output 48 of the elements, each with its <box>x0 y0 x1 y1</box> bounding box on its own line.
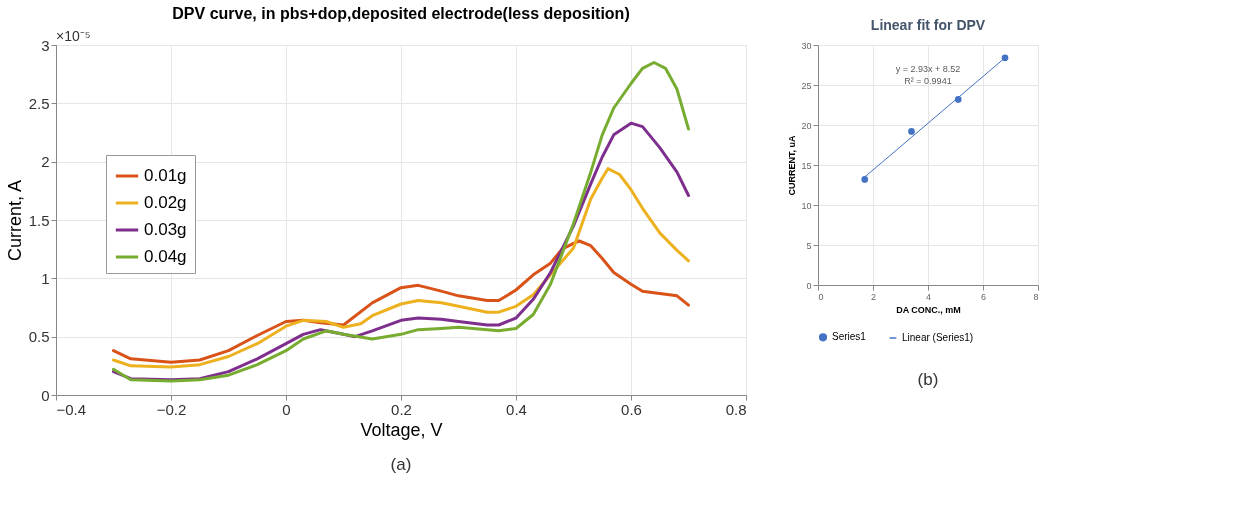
legend-label: 0.03g <box>144 220 187 239</box>
y-tick-label: 2.5 <box>28 94 50 112</box>
point <box>861 176 869 183</box>
x-tick-label: 6 <box>980 291 987 302</box>
x-tick-label: 2 <box>870 291 877 302</box>
y-tick-label: 20 <box>801 120 812 131</box>
x-axis-title: Voltage, V <box>360 419 443 440</box>
y-tick-label: 5 <box>806 240 812 251</box>
x-tick-label: 0.4 <box>506 400 527 418</box>
text: (a) <box>390 455 412 474</box>
y-tick-label: 0.5 <box>28 328 50 346</box>
y-tick-label: 10 <box>801 200 812 211</box>
legend-label: 0.04g <box>144 247 187 266</box>
text: ×10⁻⁵ <box>56 28 91 44</box>
x-tick-label: −0.4 <box>56 400 87 418</box>
y-tick-label: 0 <box>41 386 50 404</box>
legend-label: 0.02g <box>144 193 187 212</box>
chart-title: DPV curve, in pbs+dop,deposited electrode(less deposition) <box>172 5 630 22</box>
y-tick-label: 3 <box>41 36 50 54</box>
y-tick-label: 30 <box>801 40 812 51</box>
x-tick-label: 4 <box>925 291 932 302</box>
y-tick-label: 25 <box>801 80 812 91</box>
x-tick-label: 0 <box>818 291 824 302</box>
line-series <box>112 167 690 369</box>
y-tick-label: 15 <box>801 160 812 171</box>
x-tick-label: 8 <box>1033 291 1039 302</box>
y-tick-label: 1.5 <box>28 211 50 229</box>
x-tick-label: 0 <box>282 400 291 418</box>
x-tick-label: −0.2 <box>156 400 187 418</box>
x-tick-label: 0.2 <box>391 400 412 418</box>
y-axis-title: Current, A <box>4 179 25 262</box>
legend-label: Series1 <box>832 331 867 343</box>
y-tick-label: 2 <box>41 153 50 171</box>
legend-label: 0.01g <box>144 166 187 185</box>
point <box>908 128 915 135</box>
line-series <box>112 239 690 364</box>
legend-label: Linear (Series1) <box>902 332 974 343</box>
x-tick-label: 0.6 <box>621 400 642 418</box>
line-series <box>112 61 690 383</box>
chart-title: Linear fit for DPV <box>870 17 986 33</box>
annotation: y = 2.93x + 8.52 <box>895 64 961 74</box>
x-tick-label: 0.8 <box>725 400 747 418</box>
text: (b) <box>917 370 939 389</box>
y-tick-label: 0 <box>806 280 812 291</box>
y-tick-label: 1 <box>41 269 50 287</box>
y-axis-title: CURRENT, uA <box>787 135 798 196</box>
x-axis-title: DA CONC., mM <box>896 304 961 315</box>
annotation: R² = 0.9941 <box>904 76 952 86</box>
